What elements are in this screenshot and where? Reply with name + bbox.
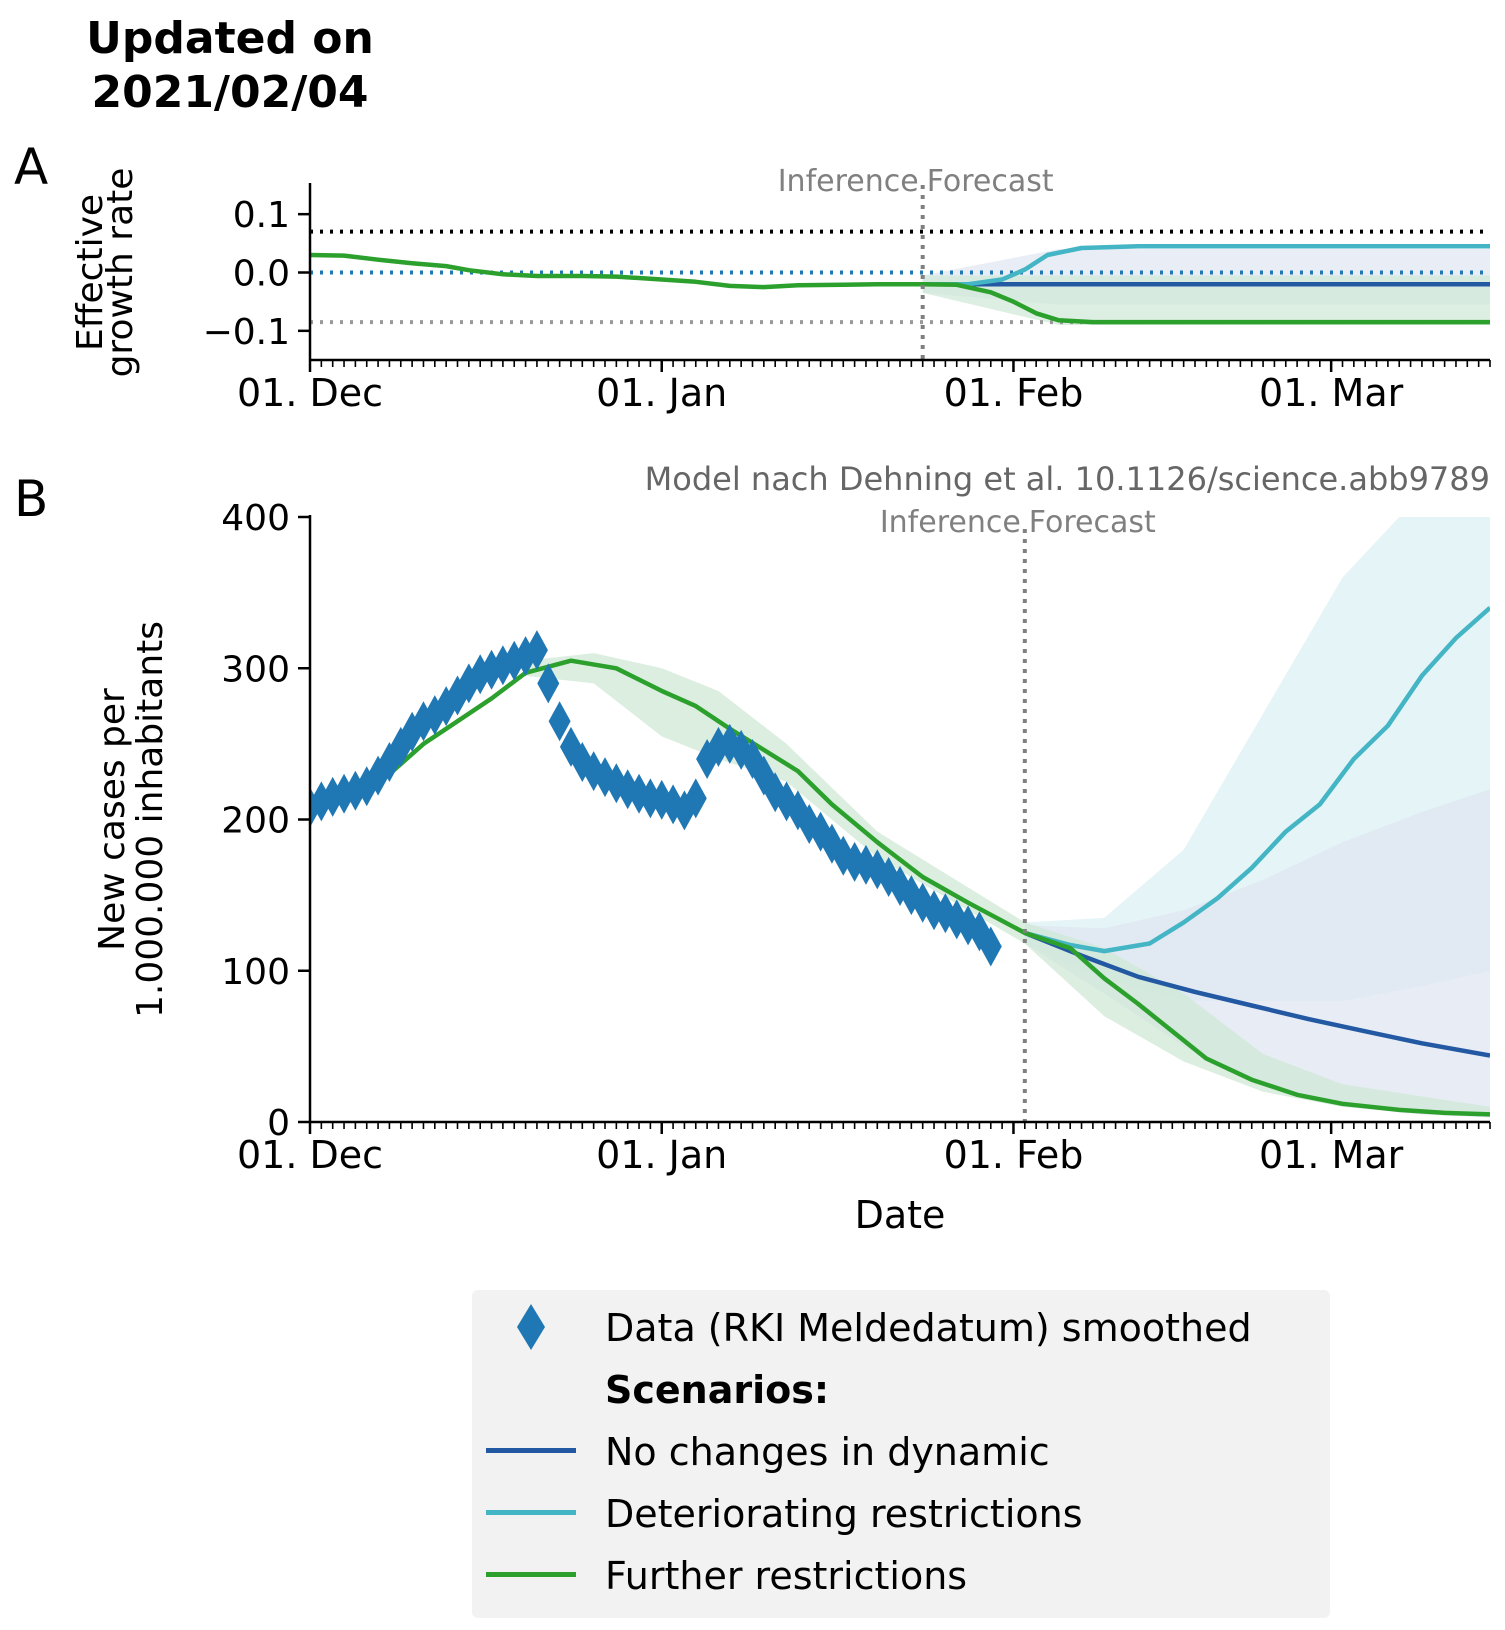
panel-b-y-tick-label: 300 <box>221 649 290 690</box>
panel-b-y-axis-label-line2: 1.000.000 inhabitants <box>130 621 171 1018</box>
panel-b-data-point <box>525 630 548 671</box>
legend-label-further: Further restrictions <box>605 1554 968 1598</box>
panel-a-series-further <box>310 252 1490 325</box>
legend-scenarios-heading: Scenarios: <box>472 1360 1330 1420</box>
panel-b-data-markers <box>310 630 1002 967</box>
panel-b-data-point <box>537 663 560 704</box>
panel-b-data-point <box>548 701 571 742</box>
panel-a-x-tick-label: 01. Mar <box>1259 371 1404 415</box>
panel-b-series-further <box>310 658 1490 1117</box>
legend-item-further: Further restrictions <box>472 1546 1330 1606</box>
legend-label-scenarios: Scenarios: <box>605 1368 830 1412</box>
legend: Data (RKI Meldedatum) smoothed Scenarios… <box>472 1290 1330 1618</box>
panel-b-y-tick-label: 0 <box>267 1103 290 1144</box>
panel-a-x-tick-label: 01. Feb <box>944 371 1084 415</box>
panel-a-forecast-label: Forecast <box>927 164 1054 199</box>
panel-b-x-tick-label: 01. Jan <box>596 1133 727 1177</box>
panel-b-inference-label: Inference <box>880 505 1021 540</box>
panel-a-label: A <box>14 138 49 196</box>
update-title: Updated on 2021/02/04 <box>30 12 430 120</box>
legend-label-deteriorating: Deteriorating restrictions <box>605 1492 1083 1536</box>
update-title-line1: Updated on <box>86 13 374 64</box>
legend-item-deteriorating: Deteriorating restrictions <box>472 1484 1330 1544</box>
panel-b-label: B <box>14 470 49 528</box>
panel-b-y-tick-label: 100 <box>221 952 290 993</box>
legend-line-further <box>486 1572 576 1577</box>
panel-b-series-no-change <box>1023 930 1490 1058</box>
panel-b-y-tick-label: 200 <box>221 801 290 842</box>
legend-line-deteriorating <box>486 1510 576 1515</box>
panel-b-model-annotation: Model nach Dehning et al. 10.1126/scienc… <box>645 460 1490 498</box>
panel-b-plot-area <box>310 517 1490 1118</box>
legend-diamond-marker <box>517 1304 545 1350</box>
panel-b-forecast-label: Forecast <box>1029 505 1156 540</box>
panel-b-data-point <box>491 645 514 686</box>
panel-a-inference-label: Inference <box>778 164 919 199</box>
panel-a-plot-area <box>310 229 1490 325</box>
panel-b-x-tick-label: 01. Feb <box>944 1133 1084 1177</box>
panel-a-confidence-band-2 <box>922 275 1490 325</box>
update-title-line2: 2021/02/04 <box>91 67 369 118</box>
legend-label-no-change: No changes in dynamic <box>605 1430 1050 1474</box>
panel-b-y-axis-label-line1: New cases per <box>92 688 133 951</box>
panel-a-y-axis-label-line1: Effective <box>70 194 111 351</box>
legend-item-no-change: No changes in dynamic <box>472 1422 1330 1482</box>
panel-b-x-axis-label: Date <box>855 1193 946 1237</box>
panel-b-x-tick-label: 01. Mar <box>1259 1133 1404 1177</box>
panel-b-confidence-band-2 <box>1024 789 1490 1118</box>
panel-b-x-tick-label: 01. Dec <box>237 1133 383 1177</box>
panel-a-growth-rate: Inference Forecast 01. Dec 01. Jan 01. Feb 01… <box>70 164 1491 415</box>
panel-a-y-axis-label-line2: growth rate <box>100 168 141 378</box>
panel-a-x-tick-label: 01. Dec <box>237 371 383 415</box>
panel-a-series-deteriorating <box>922 244 1490 287</box>
legend-line-no-change <box>486 1448 576 1453</box>
panel-a-y-tick-label: 0.0 <box>233 254 290 295</box>
panel-b-y-tick-label: 400 <box>221 498 290 539</box>
panel-b-data-point <box>684 778 707 819</box>
legend-label-data: Data (RKI Meldedatum) smoothed <box>605 1306 1252 1350</box>
panel-b-series-deteriorating <box>1024 606 1490 954</box>
panel-a-x-tick-label: 01. Jan <box>596 371 727 415</box>
legend-item-data: Data (RKI Meldedatum) smoothed <box>472 1298 1330 1358</box>
panel-b-data-point <box>979 926 1002 967</box>
panel-a-y-tick-label: 0.1 <box>233 195 290 236</box>
panel-a-y-tick-label: −0.1 <box>203 312 290 353</box>
